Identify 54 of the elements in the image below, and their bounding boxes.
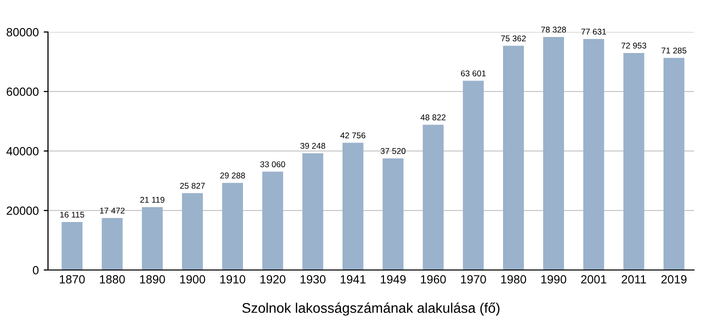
data-label: 48 822 xyxy=(420,114,446,120)
x-tick-label: 1970 xyxy=(461,275,486,284)
y-tick-label: 80000 xyxy=(6,28,39,36)
bar xyxy=(302,153,324,270)
x-tick-label: 1980 xyxy=(501,275,526,284)
x-tick-label: 1910 xyxy=(220,275,246,284)
x-tick-label: 1941 xyxy=(340,275,366,284)
x-tick-label: 1930 xyxy=(300,275,326,284)
data-label: 25 827 xyxy=(180,182,205,189)
bar xyxy=(62,222,83,270)
bar xyxy=(382,158,404,270)
x-tick-label: 1900 xyxy=(180,275,206,284)
x-tick-label: 1949 xyxy=(380,275,406,284)
data-label: 16 115 xyxy=(60,212,84,218)
x-tick-label: 1960 xyxy=(420,275,446,284)
x-tick-label: 1990 xyxy=(541,275,566,284)
x-tick-label: 2019 xyxy=(661,275,687,284)
data-label: 75 362 xyxy=(501,35,526,42)
data-label: 39 248 xyxy=(300,142,326,149)
x-tick-label: 1880 xyxy=(100,275,125,284)
bar xyxy=(543,36,564,270)
y-tick-label: 40000 xyxy=(6,147,39,156)
y-tick-label: 20000 xyxy=(6,206,39,215)
bar xyxy=(623,52,644,270)
data-label: 37 520 xyxy=(380,148,406,154)
bar xyxy=(664,58,684,270)
data-label: 29 288 xyxy=(220,172,245,178)
data-label: 42 756 xyxy=(340,132,366,138)
data-label: 71 285 xyxy=(662,48,686,54)
bar xyxy=(342,142,364,270)
bar xyxy=(262,172,284,270)
data-label: 33 060 xyxy=(260,161,286,168)
x-axis-title: Szolnok lakosságszámának alakulása (fő) xyxy=(242,302,500,316)
x-tick-label: 1920 xyxy=(260,275,286,284)
bar xyxy=(462,80,484,270)
bar xyxy=(142,207,163,270)
bar xyxy=(102,218,123,270)
y-tick-label: 60000 xyxy=(6,88,39,96)
x-tick-label: 2001 xyxy=(581,275,606,284)
x-tick-label: 2011 xyxy=(622,275,646,284)
data-label: 21 119 xyxy=(140,196,164,203)
data-label: 63 601 xyxy=(460,70,486,76)
bar xyxy=(222,182,244,270)
bar xyxy=(422,124,444,270)
x-tick-label: 1890 xyxy=(140,275,165,284)
x-tick-label: 1870 xyxy=(60,275,85,284)
y-tick-label: 0 xyxy=(32,266,39,274)
bar xyxy=(503,46,524,270)
bar xyxy=(583,39,604,270)
data-label: 77 631 xyxy=(581,28,606,35)
data-label: 78 328 xyxy=(541,26,566,33)
data-label: 72 953 xyxy=(622,42,646,49)
bar xyxy=(182,193,203,270)
data-label: 17 472 xyxy=(100,208,125,214)
